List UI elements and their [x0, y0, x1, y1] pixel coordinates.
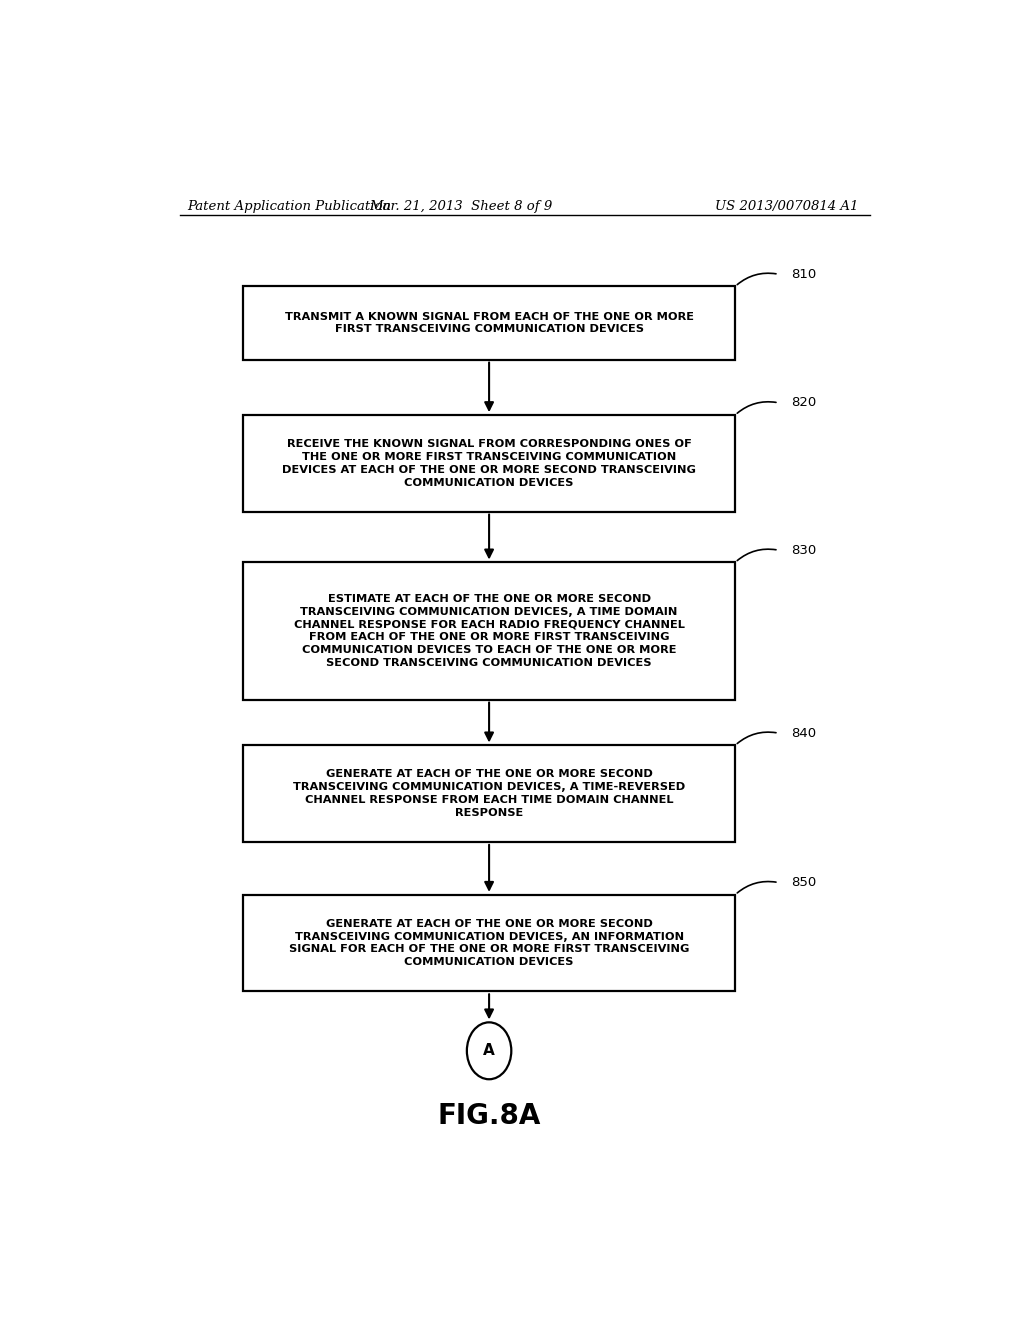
Text: Mar. 21, 2013  Sheet 8 of 9: Mar. 21, 2013 Sheet 8 of 9 [370, 199, 553, 213]
Text: GENERATE AT EACH OF THE ONE OR MORE SECOND
TRANSCEIVING COMMUNICATION DEVICES, A: GENERATE AT EACH OF THE ONE OR MORE SECO… [293, 770, 685, 818]
Text: RECEIVE THE KNOWN SIGNAL FROM CORRESPONDING ONES OF
THE ONE OR MORE FIRST TRANSC: RECEIVE THE KNOWN SIGNAL FROM CORRESPOND… [283, 440, 696, 487]
Text: 810: 810 [791, 268, 816, 281]
Text: 850: 850 [791, 876, 816, 890]
Text: 820: 820 [791, 396, 816, 409]
FancyBboxPatch shape [243, 895, 735, 991]
Text: GENERATE AT EACH OF THE ONE OR MORE SECOND
TRANSCEIVING COMMUNICATION DEVICES, A: GENERATE AT EACH OF THE ONE OR MORE SECO… [289, 919, 689, 968]
Text: TRANSMIT A KNOWN SIGNAL FROM EACH OF THE ONE OR MORE
FIRST TRANSCEIVING COMMUNIC: TRANSMIT A KNOWN SIGNAL FROM EACH OF THE… [285, 312, 693, 334]
FancyBboxPatch shape [243, 562, 735, 700]
FancyBboxPatch shape [243, 746, 735, 842]
Text: A: A [483, 1043, 495, 1059]
FancyBboxPatch shape [243, 414, 735, 512]
Text: 830: 830 [791, 544, 816, 557]
Text: 840: 840 [791, 727, 816, 739]
FancyBboxPatch shape [243, 286, 735, 359]
Text: FIG.8A: FIG.8A [437, 1102, 541, 1130]
Text: Patent Application Publication: Patent Application Publication [187, 199, 391, 213]
Text: US 2013/0070814 A1: US 2013/0070814 A1 [715, 199, 858, 213]
Text: ESTIMATE AT EACH OF THE ONE OR MORE SECOND
TRANSCEIVING COMMUNICATION DEVICES, A: ESTIMATE AT EACH OF THE ONE OR MORE SECO… [294, 594, 684, 668]
